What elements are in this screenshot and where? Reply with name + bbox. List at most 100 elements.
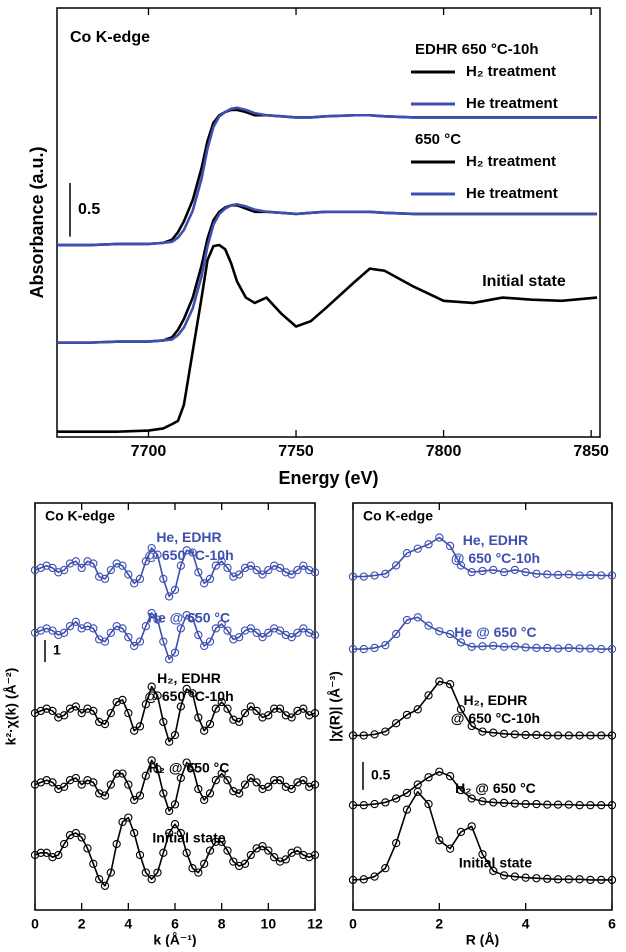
data-point	[246, 850, 255, 860]
data-point	[258, 713, 267, 722]
data-point	[264, 711, 273, 720]
data-point	[182, 546, 191, 555]
data-point	[130, 795, 139, 805]
data-point	[42, 624, 51, 633]
data-point	[264, 628, 273, 637]
data-point	[293, 846, 302, 855]
data-point	[246, 702, 255, 711]
data-point	[159, 789, 168, 798]
series-label: Initial state	[459, 855, 532, 871]
scale-bar-label: 1	[53, 642, 61, 658]
data-point	[83, 704, 92, 713]
data-point	[305, 853, 314, 862]
data-point	[130, 828, 139, 838]
data-point	[200, 859, 209, 868]
data-point	[124, 780, 133, 789]
data-point	[211, 776, 220, 785]
data-point	[165, 592, 174, 601]
data-point	[381, 864, 390, 873]
data-point	[413, 613, 422, 622]
data-point	[153, 765, 162, 774]
data-point	[60, 628, 69, 637]
data-point	[252, 628, 261, 637]
data-point	[310, 630, 320, 640]
data-point	[130, 641, 139, 651]
data-point	[223, 563, 232, 573]
data-point	[135, 574, 145, 584]
panel-title: Co K-edge	[45, 508, 115, 524]
data-point	[467, 721, 476, 731]
data-point	[130, 726, 139, 735]
x-tick-label: 7700	[131, 443, 167, 460]
data-point	[153, 550, 162, 559]
data-point	[141, 557, 150, 566]
data-line	[57, 108, 598, 247]
data-point	[77, 624, 86, 633]
data-point	[60, 565, 69, 575]
data-point	[65, 776, 75, 785]
data-point	[65, 559, 75, 568]
data-point	[200, 726, 209, 735]
data-point	[252, 565, 261, 575]
data-point	[141, 868, 150, 877]
data-point	[89, 559, 98, 568]
data-point	[445, 844, 455, 853]
data-point	[54, 568, 63, 577]
data-point	[100, 637, 110, 646]
data-point	[478, 850, 487, 859]
x-tick-label: 7800	[426, 443, 462, 460]
data-point	[135, 637, 145, 646]
x-axis-label: Energy (eV)	[278, 468, 378, 488]
data-point	[30, 708, 40, 718]
data-point	[65, 622, 75, 631]
data-point	[170, 585, 180, 595]
data-point	[211, 704, 220, 713]
data-point	[71, 557, 80, 566]
data-line	[34, 612, 316, 660]
data-point	[270, 561, 279, 570]
data-point	[287, 633, 296, 642]
series-label: H₂ @ 650 °C	[455, 780, 536, 796]
data-point	[287, 713, 296, 722]
data-point	[270, 624, 279, 633]
data-point	[30, 780, 40, 789]
data-point	[205, 846, 215, 855]
data-line	[57, 243, 598, 433]
data-point	[392, 629, 401, 639]
data-point	[147, 543, 156, 553]
data-point	[293, 565, 302, 575]
x-tick-label: 12	[307, 916, 323, 932]
series-label: Initial state	[152, 830, 225, 846]
data-point	[112, 559, 121, 568]
data-point	[83, 776, 92, 785]
data-point	[435, 627, 444, 636]
data-point	[77, 708, 86, 718]
data-point	[217, 619, 226, 629]
data-point	[159, 637, 168, 646]
data-point	[188, 548, 197, 557]
data-point	[95, 572, 104, 581]
data-point	[205, 789, 215, 798]
data-point	[205, 574, 215, 584]
x-tick-label: 0	[31, 916, 39, 932]
data-point	[36, 563, 45, 573]
series-label: @ 650 °C-10h	[451, 710, 540, 726]
data-point	[170, 648, 180, 657]
data-point	[95, 717, 104, 727]
data-point	[124, 708, 133, 718]
data-point	[287, 570, 296, 579]
data-point	[264, 565, 273, 575]
x-axis-label: R (Å)	[466, 932, 499, 947]
data-line	[353, 680, 612, 737]
data-point	[135, 791, 145, 800]
data-point	[200, 579, 209, 588]
data-point	[413, 787, 422, 796]
data-point	[299, 704, 308, 713]
data-point	[194, 868, 203, 877]
data-point	[264, 782, 273, 791]
series-label: He @ 650 °C	[148, 610, 230, 626]
data-point	[424, 621, 433, 630]
data-point	[235, 789, 244, 798]
data-point	[435, 677, 444, 686]
